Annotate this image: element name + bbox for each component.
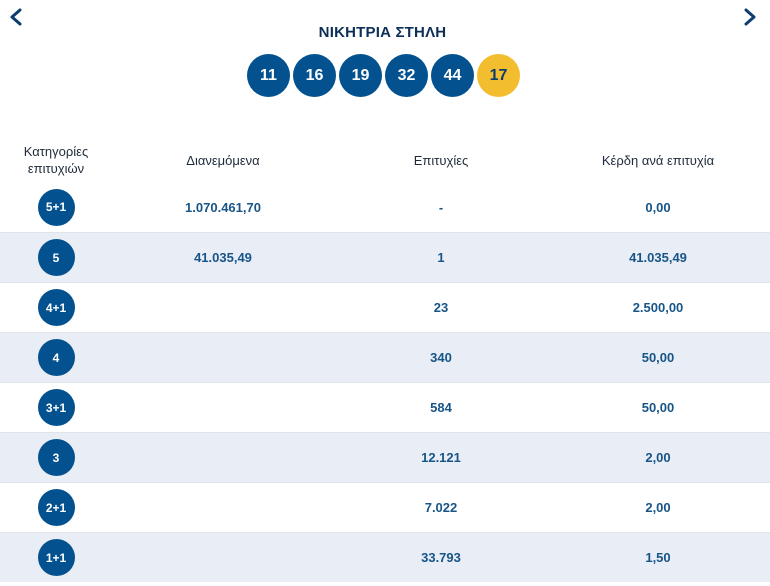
chevron-left-icon	[10, 8, 22, 26]
winners-value: 1	[437, 250, 445, 265]
prize-value: 2,00	[645, 450, 671, 465]
header-winners: Επιτυχίες	[413, 152, 469, 168]
category-badge: 5	[37, 239, 75, 276]
winners-value: 340	[430, 350, 452, 365]
distributed-value: 1.070.461,70	[185, 199, 261, 215]
table-row: 3 12.121 2,00	[0, 432, 770, 482]
table-row: 1+1 33.793 1,50	[0, 532, 770, 582]
next-draw-button[interactable]	[739, 6, 761, 28]
winners-value: 33.793	[421, 550, 461, 565]
bonus-number-ball: 17	[477, 54, 520, 97]
prize-value: 41.035,49	[629, 250, 687, 265]
prize-value: 1,50	[645, 550, 671, 565]
winning-number-ball: 19	[339, 54, 382, 97]
table-row: 3+1 584 50,00	[0, 382, 770, 432]
winning-number-ball: 11	[247, 54, 290, 97]
header-distributed: Διανεμόμενα	[186, 152, 260, 168]
category-badge: 5+1	[37, 188, 75, 226]
winning-number-ball: 32	[385, 54, 428, 97]
winners-value: 23	[433, 300, 449, 315]
distributed-value: 41.035,49	[194, 250, 252, 265]
winners-value: 584	[430, 400, 452, 415]
category-badge: 2+1	[37, 489, 75, 526]
winners-value: -	[438, 199, 444, 215]
prize-value: 2,00	[645, 500, 671, 515]
winning-numbers: 11 16 19 32 44 17	[247, 54, 520, 97]
category-badge: 4	[37, 339, 75, 376]
chevron-right-icon	[744, 8, 756, 26]
distributed-value	[112, 433, 334, 482]
winning-number-ball: 44	[431, 54, 474, 97]
prize-value: 2.500,00	[632, 300, 684, 315]
table-row: 2+1 7.022 2,00	[0, 482, 770, 532]
distributed-value	[112, 283, 334, 332]
distributed-value	[112, 333, 334, 382]
header-prize: Κέρδη ανά επιτυχία	[601, 152, 715, 168]
table-row: 5+1 1.070.461,70 - 0,00	[0, 182, 770, 232]
prize-value: 50,00	[641, 350, 675, 365]
winners-value: 12.121	[421, 450, 461, 465]
prize-value: 50,00	[641, 400, 675, 415]
header-category: Κατηγορίες επιτυχιών	[23, 144, 89, 176]
winning-column-title: ΝΙΚΗΤΡΙΑ ΣΤΗΛΗ	[318, 24, 447, 41]
category-badge: 3+1	[37, 389, 75, 426]
distributed-value	[112, 483, 334, 532]
category-badge: 4+1	[37, 289, 75, 326]
category-badge: 1+1	[37, 539, 75, 576]
distributed-value	[112, 533, 334, 582]
distributed-value	[112, 383, 334, 432]
table-row: 4+1 23 2.500,00	[0, 282, 770, 332]
table-row: 4 340 50,00	[0, 332, 770, 382]
prize-table: 5+1 1.070.461,70 - 0,00 5 41.035,49 1 41…	[0, 182, 770, 582]
prize-value: 0,00	[645, 199, 671, 215]
table-header: Κατηγορίες επιτυχιών Διανεμόμενα Επιτυχί…	[0, 138, 770, 182]
previous-draw-button[interactable]	[5, 6, 27, 28]
winning-number-ball: 16	[293, 54, 336, 97]
category-badge: 3	[37, 439, 75, 476]
winners-value: 7.022	[424, 500, 458, 515]
table-row: 5 41.035,49 1 41.035,49	[0, 232, 770, 282]
